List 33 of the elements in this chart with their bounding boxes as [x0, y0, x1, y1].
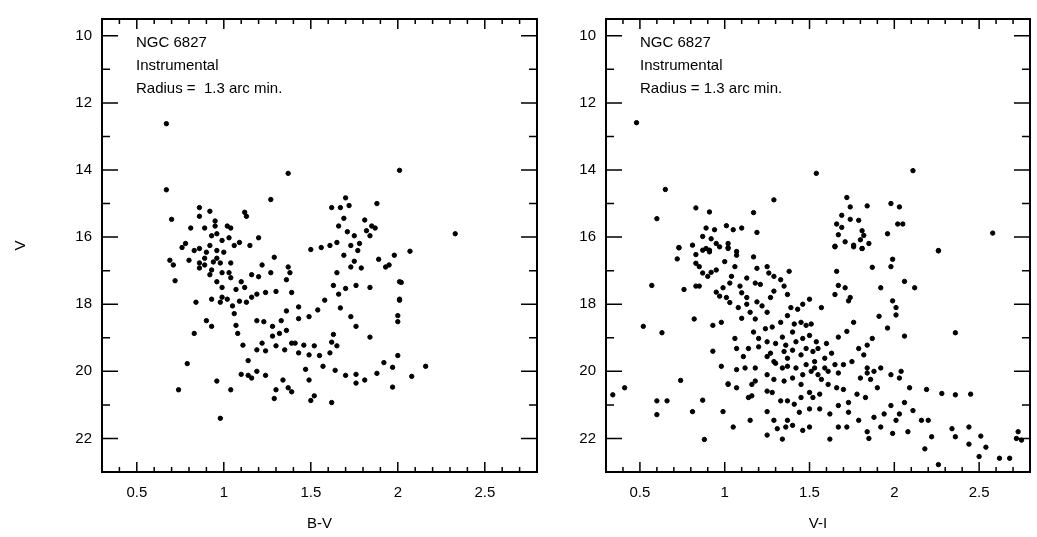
y-tick-label: 22 — [579, 428, 596, 446]
annotation: Instrumental — [136, 56, 219, 74]
x-tick-label: 0.5 — [126, 483, 148, 501]
y-tick-label: 10 — [579, 25, 596, 43]
y-tick-label: 12 — [75, 93, 92, 111]
y-tick-label: 18 — [579, 294, 596, 312]
x-axis-title: V-I — [808, 514, 828, 532]
y-tick-label: 14 — [75, 160, 92, 178]
y-tick-label: 20 — [75, 361, 92, 379]
y-axis-title: V — [11, 240, 29, 251]
y-tick-label: 14 — [579, 160, 596, 178]
annotation: Radius = 1.3 arc min. — [136, 79, 283, 97]
x-axis-title: B-V — [306, 514, 333, 532]
annotation: NGC 6827 — [136, 33, 207, 51]
y-tick-label: 22 — [75, 428, 92, 446]
annotation: Radius = 1.3 arc min. — [640, 79, 783, 97]
y-tick-label: 10 — [75, 25, 92, 43]
x-tick-label: 2 — [890, 483, 899, 501]
x-tick-label: 1 — [720, 483, 729, 501]
x-tick-label: 2.5 — [968, 483, 990, 501]
x-tick-label: 2.5 — [474, 483, 496, 501]
annotation: Instrumental — [640, 56, 723, 74]
x-tick-label: 0.5 — [629, 483, 651, 501]
y-tick-label: 12 — [579, 93, 596, 111]
y-tick-label: 16 — [75, 227, 92, 245]
y-tick-label: 20 — [579, 361, 596, 379]
annotation: NGC 6827 — [640, 33, 711, 51]
x-tick-label: 1.5 — [799, 483, 820, 501]
x-tick-label: 1.5 — [300, 483, 322, 501]
x-tick-label: 1 — [219, 483, 228, 501]
y-tick-label: 18 — [75, 294, 92, 312]
y-tick-label: 16 — [579, 227, 596, 245]
x-tick-label: 2 — [393, 483, 402, 501]
